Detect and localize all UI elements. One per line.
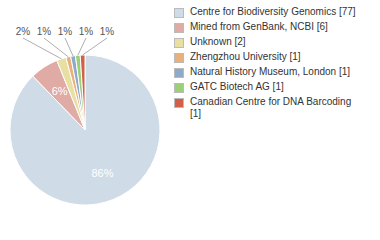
html-text:Mined from GenBank, NCBI [6]: Mined from GenBank, NCBI [6] [190, 21, 328, 32]
svg-text:86%: 86% [91, 167, 113, 179]
svg-text:6%: 6% [52, 85, 68, 97]
html-text:Zhengzhou University [1]: Zhengzhou University [1] [190, 51, 301, 62]
svg-text:2%: 2% [16, 26, 31, 37]
svg-text:1%: 1% [79, 26, 94, 37]
html-text:Natural History Museum, London: Natural History Museum, London [1] [190, 66, 351, 77]
svg-text:1%: 1% [37, 26, 52, 37]
html-text:Canadian Centre for DNA Barcod: Canadian Centre for DNA Barcoding [1] [190, 96, 352, 119]
html-text:GATC Biotech AG [1]: GATC Biotech AG [1] [190, 81, 284, 92]
svg-text:1%: 1% [58, 26, 73, 37]
html-text:Centre for Biodiversity Genomi: Centre for Biodiversity Genomics [77] [190, 6, 356, 17]
html-text:Unknown [2]: Unknown [2] [190, 36, 246, 47]
svg-text:1%: 1% [100, 26, 115, 37]
